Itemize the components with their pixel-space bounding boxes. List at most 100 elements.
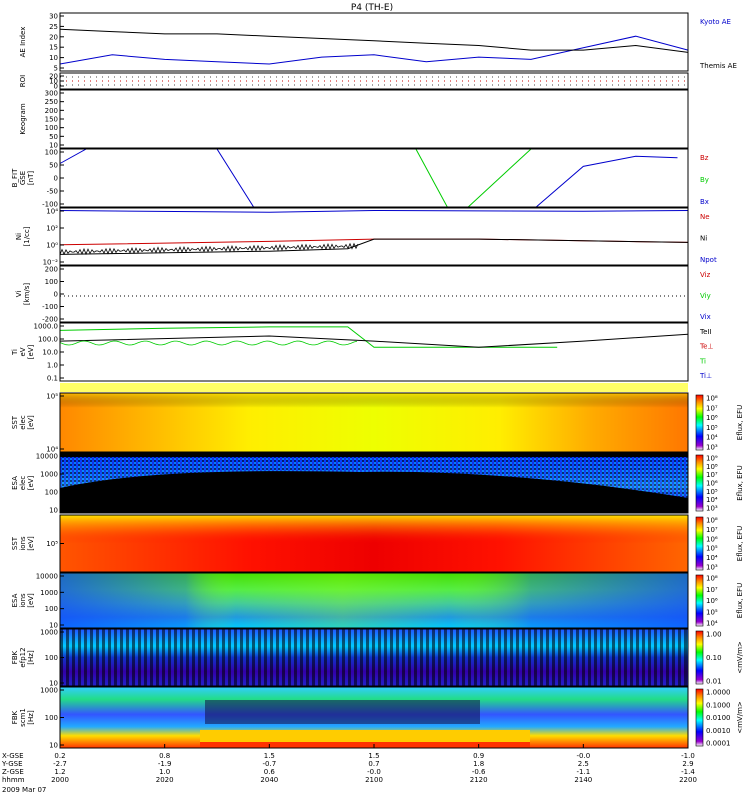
colorbar-tick: 10⁴ <box>706 620 718 628</box>
legend-viy: Viy <box>700 292 711 300</box>
colorbar-tick: 10³ <box>706 505 718 513</box>
ylabel-line: [Hz] <box>27 650 35 665</box>
esa_i-colorbar <box>695 574 704 627</box>
esa_i-frame <box>59 572 689 629</box>
ytick-label: 1000 <box>40 629 58 637</box>
ytick-label: 10⁵ <box>46 393 58 401</box>
colorbar-tick: 10⁷ <box>706 586 718 594</box>
ytick-label: 10⁰ <box>46 242 58 250</box>
ni-frame <box>59 207 689 266</box>
ylabel-line: elec <box>19 476 27 491</box>
colorbar-tick: 10⁷ <box>706 526 718 534</box>
xaxis-value: -0.0 <box>367 768 381 776</box>
roi-frame <box>59 72 689 90</box>
xaxis-row-label: Y-GSE <box>1 760 23 768</box>
ytick-label: 10000 <box>36 573 58 581</box>
fbk-s-yellow-band <box>200 730 530 742</box>
ytick-label: 0.1 <box>47 375 58 383</box>
colorbar-tick: 1.00 <box>706 631 722 639</box>
ylabel-line: [eV] <box>27 415 35 430</box>
ytick-label: 100 <box>45 489 58 497</box>
legend-ni: Ni <box>700 235 707 243</box>
ylabel-line: [nT] <box>27 171 35 185</box>
ylabel-line: Ni <box>15 233 23 240</box>
colorbar-tick: 10⁴ <box>706 434 718 442</box>
ytick-label: 200 <box>45 266 58 274</box>
ytick-label: -100 <box>42 303 58 311</box>
colorbar-tick: 10⁶ <box>706 480 718 488</box>
bfit-frame <box>59 148 689 208</box>
ylabel-line: ESA <box>11 593 19 607</box>
legend-vix: Vix <box>700 313 711 321</box>
ti-ylabel: Ti eV [eV] <box>11 344 35 359</box>
colorbar-tick: 10⁵ <box>706 488 718 496</box>
colorbar-tick: 0.0010 <box>706 727 731 735</box>
keogram-frame <box>59 89 689 149</box>
xaxis-value: -0.0 <box>576 752 590 760</box>
ylabel-line: ions <box>19 593 27 608</box>
xaxis-row-label: hhmm <box>2 776 25 784</box>
ytick-label: 50 <box>49 162 58 170</box>
strip-band <box>60 383 688 392</box>
xaxis-value: 2020 <box>156 776 174 784</box>
ytick-label: 10 <box>49 78 58 86</box>
ylabel-line: SST <box>11 415 19 429</box>
roi-ylabel: ROI <box>19 75 27 87</box>
legend-kyoto-ae: Kyoto AE <box>700 18 731 26</box>
sst_e-frame <box>59 392 689 453</box>
bfit-series-by <box>415 148 532 208</box>
ytick-label: 1000 <box>40 589 58 597</box>
xaxis-value: 1.2 <box>54 768 65 776</box>
colorbar-tick: 10⁵ <box>706 424 718 432</box>
legend-by: By <box>700 176 709 184</box>
legend-npot: Npot <box>700 256 717 264</box>
ytick-label: 10⁴ <box>46 208 58 216</box>
colorbar-tick: 10⁸ <box>706 575 718 583</box>
ytick-label: 10⁻² <box>43 259 59 267</box>
colorbar-label-text: Eflux, EFU <box>736 405 744 440</box>
bfit-series-bx <box>59 148 678 208</box>
fbk-s-red-band <box>200 742 530 748</box>
colorbar-tick: 1.0000 <box>706 689 731 697</box>
ytick-label: 200 <box>45 107 58 115</box>
fbk_e-ylabel: FBK efp12 [Hz] <box>11 647 35 667</box>
esa-i-overlay <box>60 573 688 628</box>
ti-series-noise <box>59 340 358 346</box>
colorbar-tick: 0.10 <box>706 654 722 662</box>
xaxis-value: 2040 <box>260 776 278 784</box>
ni-series-ni <box>59 238 689 255</box>
ytick-label: 10 <box>49 742 58 750</box>
ni-series-noise <box>59 242 359 256</box>
ylabel-line: [eV] <box>27 593 35 608</box>
xaxis-value: 1.8 <box>473 760 484 768</box>
fbk_s-ylabel: FBK scm1 [Hz] <box>11 708 35 727</box>
esa_i-ylabel: ESA ions [eV] <box>11 593 35 608</box>
ytick-label: 100 <box>45 278 58 286</box>
colorbar-tick: 0.1000 <box>706 701 731 709</box>
ylabel-line: SST <box>11 536 19 550</box>
colorbar-tick: 10⁴ <box>706 554 718 562</box>
fbk-s-dark-region <box>205 700 480 724</box>
fbk-e-stripes <box>60 629 688 686</box>
bfit-ylabel: B_FIT GSE [nT] <box>11 168 35 187</box>
colorbar-tick: 0.01 <box>706 678 722 686</box>
sst_i-colorbar-label: Eflux, EFU <box>736 526 744 561</box>
colorbar-tick: 0.0100 <box>706 714 731 722</box>
xaxis-value: 0.7 <box>368 760 379 768</box>
xaxis-value: -1.9 <box>158 760 172 768</box>
ytick-label: 100 <box>45 149 58 157</box>
ylabel-line: [eV] <box>27 475 35 490</box>
ytick-label: 1000.0 <box>34 323 59 331</box>
xaxis-value: 0.2 <box>54 752 65 760</box>
ytick-label: 100 <box>45 714 58 722</box>
ytick-label: 20 <box>49 73 58 81</box>
ytick-label: 150 <box>45 116 58 124</box>
ytick-label: 10 <box>49 142 58 150</box>
ylabel-line: Ti <box>11 349 19 356</box>
fbk_s-colorbar <box>695 688 704 747</box>
ytick-label: 10 <box>49 54 58 62</box>
ni-ylabel: Ni [1/cc] <box>15 226 31 246</box>
xaxis-value: -2.7 <box>53 760 67 768</box>
ytick-label: 25 <box>49 23 58 31</box>
